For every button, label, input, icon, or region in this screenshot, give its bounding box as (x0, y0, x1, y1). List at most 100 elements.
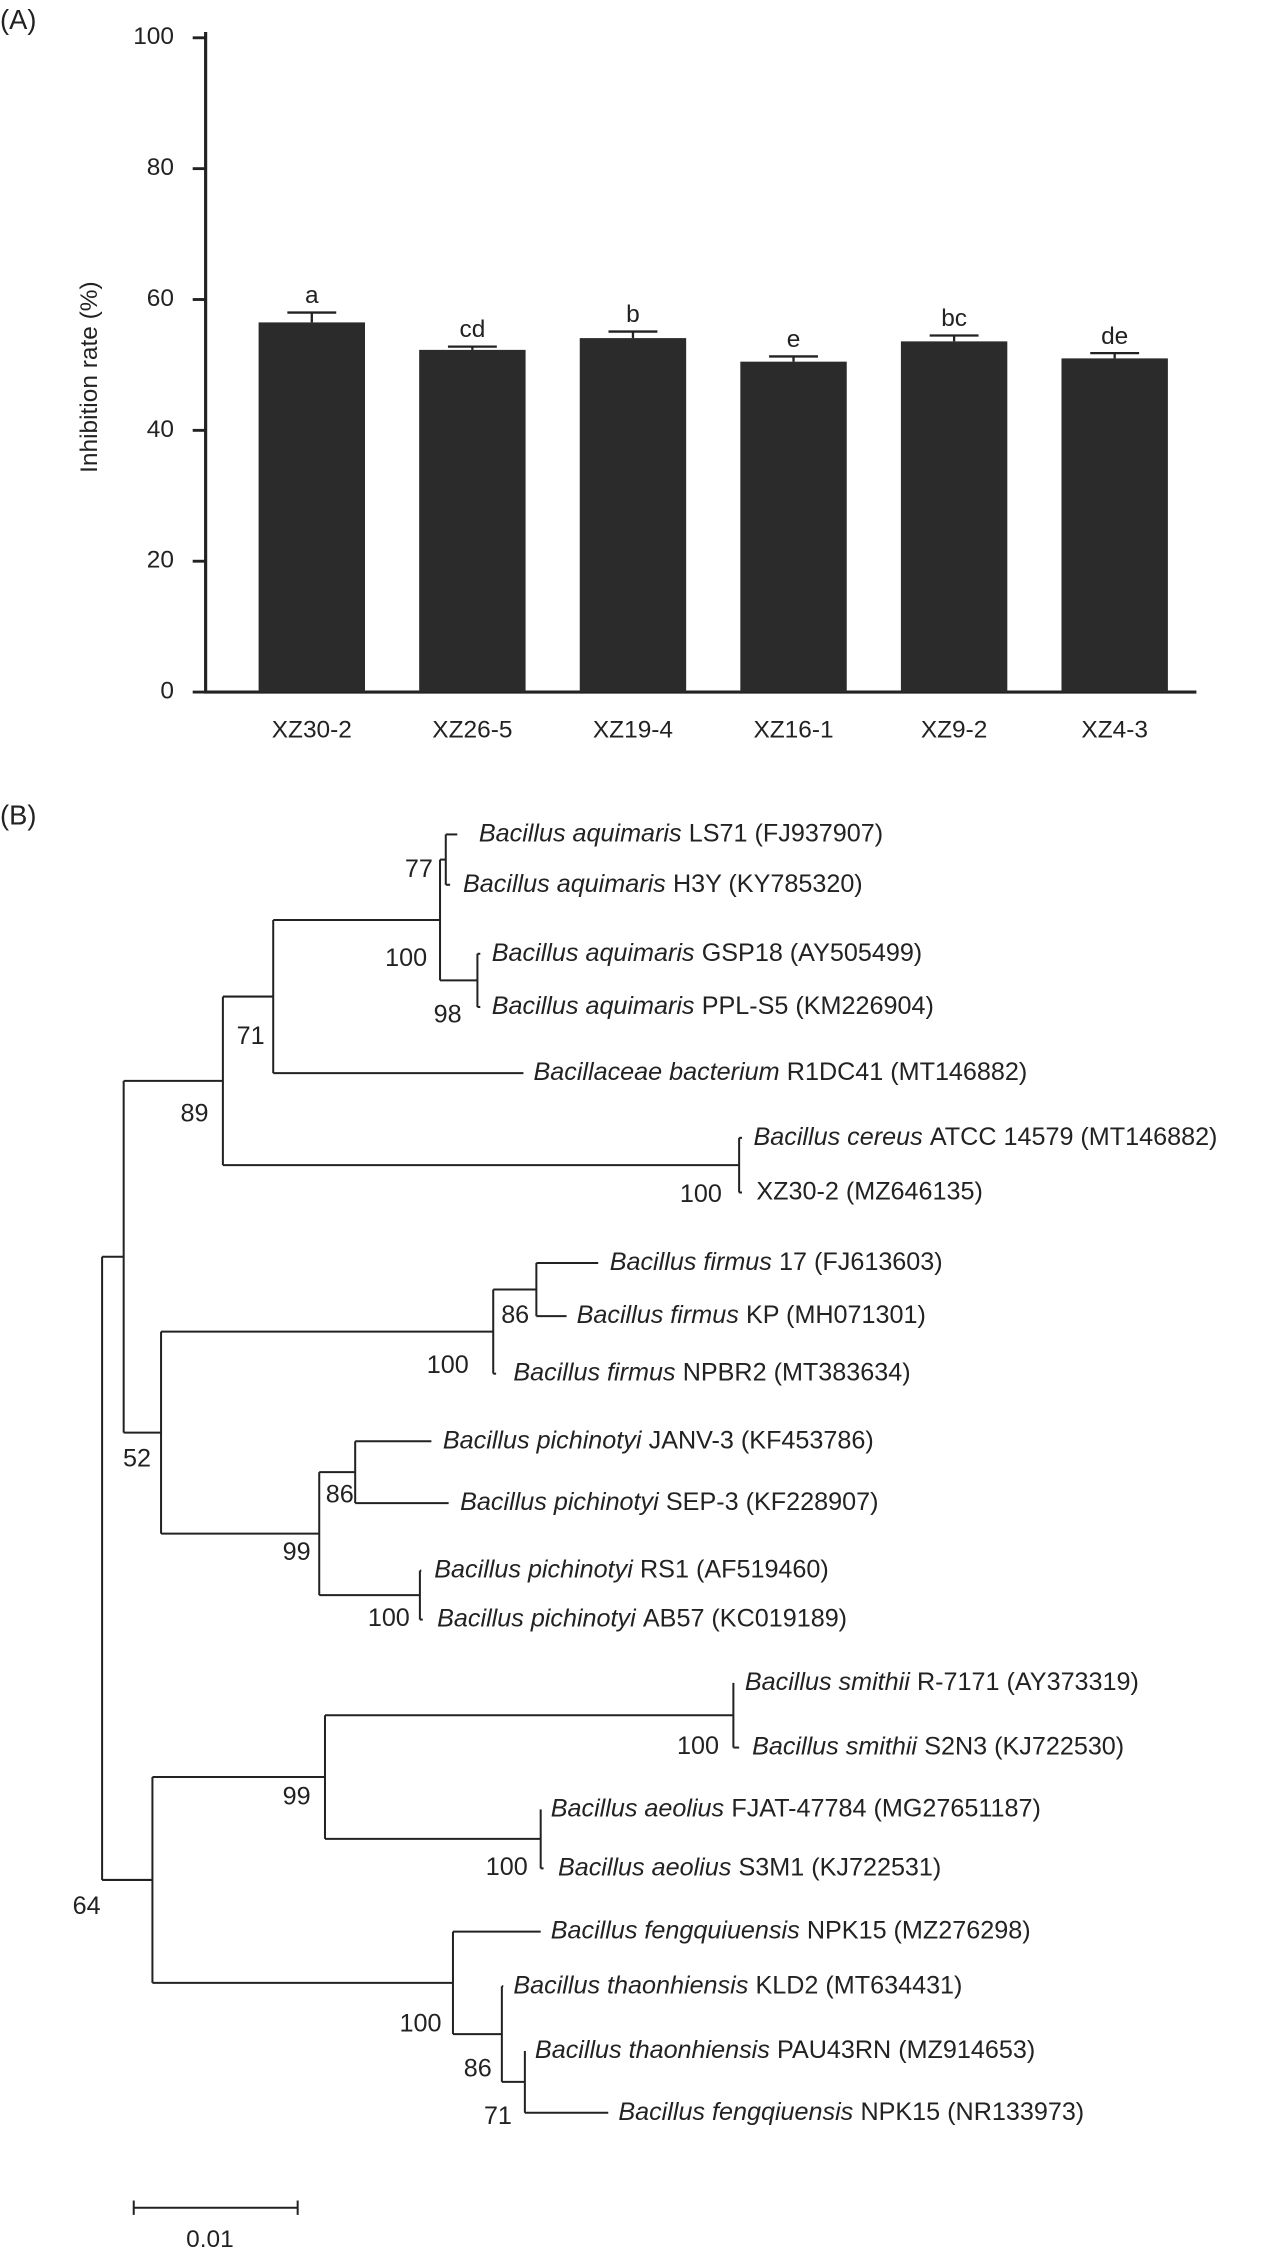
x-tick-label: XZ16-1 (753, 716, 833, 743)
bootstrap-value: 100 (677, 1732, 719, 1760)
leaf-label: Bacillus pichinotyi JANV-3 (KF453786) (443, 1426, 874, 1454)
taxon-name: Bacillus aquimaris (463, 869, 666, 897)
taxon-name: Bacillus thaonhiensis (535, 2036, 770, 2064)
leaf-label: Bacillus pichinotyi RS1 (AF519460) (434, 1555, 829, 1583)
scale-label: 0.01 (186, 2226, 234, 2253)
leaf-label: Bacillus pichinotyi SEP-3 (KF228907) (460, 1488, 878, 1516)
leaf-label: Bacillus firmus NPBR2 (MT383634) (513, 1358, 910, 1386)
bootstrap-value: 99 (283, 1783, 311, 1811)
taxon-name: Bacillus cereus (754, 1122, 924, 1150)
strain-name: KP (MH071301) (746, 1301, 926, 1329)
leaf-label: Bacillus firmus KP (MH071301) (577, 1301, 926, 1329)
leaf-label: Bacillus fengqiuensis NPK15 (NR133973) (618, 2097, 1084, 2125)
taxon-name: Bacillus pichinotyi (437, 1604, 637, 1632)
y-axis-label: Inhibition rate (%) (76, 281, 103, 473)
taxon-name: Bacillus fengquiuensis (551, 1916, 800, 1944)
strain-name: NPK15 (MZ276298) (807, 1916, 1031, 1944)
leaf-label: Bacillus aquimaris PPL-S5 (KM226904) (492, 992, 934, 1020)
taxon-name: Bacillus aquimaris (492, 938, 695, 966)
taxon-name: Bacillus smithii (752, 1732, 918, 1760)
leaf-label: Bacillus smithii R-7171 (AY373319) (745, 1667, 1139, 1695)
significance-label: a (305, 282, 319, 309)
strain-name: JANV-3 (KF453786) (649, 1426, 874, 1454)
leaf-label: Bacillus pichinotyi AB57 (KC019189) (437, 1604, 847, 1632)
strain-name: NPK15 (NR133973) (860, 2097, 1084, 2125)
x-tick-label: XZ26-5 (432, 716, 512, 743)
strain-name: S2N3 (KJ722530) (924, 1732, 1124, 1760)
strain-name: KLD2 (MT634431) (755, 1971, 962, 1999)
y-tick-label: 20 (147, 547, 174, 574)
strain-name: R-7171 (AY373319) (917, 1667, 1139, 1695)
strain-name: GSP18 (AY505499) (702, 938, 923, 966)
leaf-label: Bacillus thaonhiensis KLD2 (MT634431) (513, 1971, 962, 1999)
leaf-label: Bacillus firmus 17 (FJ613603) (610, 1248, 943, 1276)
leaf-label: XZ30-2 (MZ646135) (756, 1177, 983, 1205)
strain-name: ATCC 14579 (MT146882) (930, 1122, 1218, 1150)
taxon-name: Bacillus aquimaris (479, 819, 682, 847)
bootstrap-value: 77 (405, 855, 433, 883)
significance-label: cd (459, 316, 485, 343)
strain-name: R1DC41 (MT146882) (787, 1058, 1027, 1086)
bootstrap-value: 71 (484, 2102, 512, 2130)
bootstrap-value: 64 (73, 1892, 101, 1920)
taxon-name: Bacillus firmus (577, 1301, 740, 1329)
strain-name: PPL-S5 (KM226904) (702, 992, 934, 1020)
strain-name: XZ30-2 (MZ646135) (756, 1177, 983, 1205)
leaf-label: Bacillus aquimaris LS71 (FJ937907) (479, 819, 883, 847)
strain-name: PAU43RN (MZ914653) (777, 2036, 1035, 2064)
leaf-label: Bacillus thaonhiensis PAU43RN (MZ914653) (535, 2036, 1035, 2064)
leaf-label: Bacillus fengquiuensis NPK15 (MZ276298) (551, 1916, 1031, 1944)
taxon-name: Bacillus thaonhiensis (513, 1971, 748, 1999)
strain-name: S3M1 (KJ722531) (739, 1853, 942, 1881)
panel-label: (A) (0, 4, 36, 35)
bar (258, 322, 366, 693)
taxon-name: Bacillus aquimaris (492, 992, 695, 1020)
bootstrap-value: 100 (399, 2010, 441, 2038)
significance-label: b (626, 301, 640, 328)
y-tick-label: 0 (160, 678, 174, 705)
bootstrap-value: 98 (434, 1000, 462, 1028)
taxon-name: Bacillus fengqiuensis (618, 2097, 853, 2125)
panel-label: (B) (0, 799, 36, 830)
taxon-name: Bacillus pichinotyi (443, 1426, 643, 1454)
taxon-name: Bacillus smithii (745, 1667, 911, 1695)
bootstrap-value: 89 (181, 1099, 209, 1127)
bootstrap-value: 100 (368, 1604, 410, 1632)
x-tick-label: XZ19-4 (593, 716, 673, 743)
taxon-name: Bacillus pichinotyi (434, 1555, 634, 1583)
leaf-label: Bacillus aeolius FJAT-47784 (MG27651187) (551, 1794, 1041, 1822)
bootstrap-value: 86 (501, 1301, 529, 1329)
leaf-label: Bacillaceae bacterium R1DC41 (MT146882) (533, 1058, 1027, 1086)
bootstrap-value: 100 (427, 1351, 469, 1379)
bootstrap-value: 99 (283, 1538, 311, 1566)
taxon-name: Bacillus pichinotyi (460, 1488, 660, 1516)
strain-name: SEP-3 (KF228907) (666, 1488, 879, 1516)
y-tick-label: 40 (147, 416, 174, 443)
leaf-label: Bacillus aeolius S3M1 (KJ722531) (558, 1853, 941, 1881)
y-tick-label: 80 (147, 154, 174, 181)
bootstrap-value: 52 (123, 1445, 151, 1473)
taxon-name: Bacillus aeolius (558, 1853, 732, 1881)
bar (419, 349, 526, 693)
x-tick-label: XZ4-3 (1081, 716, 1148, 743)
significance-label: e (787, 326, 801, 353)
taxon-name: Bacillus firmus (513, 1358, 676, 1386)
significance-label: de (1101, 323, 1128, 350)
bootstrap-value: 100 (385, 944, 427, 972)
leaf-label: Bacillus smithii S2N3 (KJ722530) (752, 1732, 1124, 1760)
bootstrap-value: 100 (680, 1180, 722, 1208)
bootstrap-value: 86 (326, 1481, 354, 1509)
bootstrap-value: 86 (464, 2054, 492, 2082)
strain-name: H3Y (KY785320) (673, 869, 863, 897)
leaf-label: Bacillus cereus ATCC 14579 (MT146882) (754, 1122, 1218, 1150)
strain-name: NPBR2 (MT383634) (683, 1358, 911, 1386)
strain-name: LS71 (FJ937907) (689, 819, 883, 847)
strain-name: 17 (FJ613603) (779, 1248, 943, 1276)
y-tick-label: 60 (147, 285, 174, 312)
leaf-label: Bacillus aquimaris GSP18 (AY505499) (492, 938, 922, 966)
significance-label: bc (941, 305, 967, 332)
bar (740, 361, 847, 693)
bar (900, 341, 1008, 693)
strain-name: FJAT-47784 (MG27651187) (731, 1794, 1041, 1822)
